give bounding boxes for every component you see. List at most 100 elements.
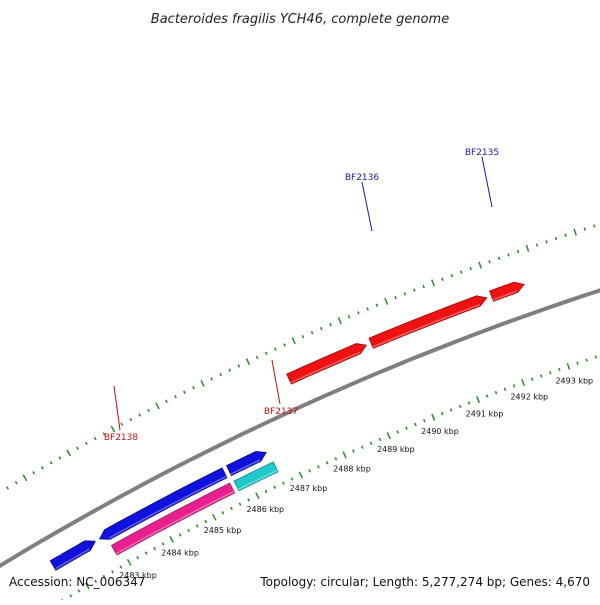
inner-tick-major: [155, 402, 160, 410]
outer-tick-minor: [111, 570, 114, 574]
accession-text: Accession: NC_006347: [9, 575, 145, 589]
gene-label-bf2136: BF2136: [345, 173, 380, 232]
inner-tick-minor: [564, 233, 567, 238]
outer-tick-minor: [161, 542, 165, 546]
outer-tick-minor: [144, 551, 148, 555]
inner-tick-minor: [469, 266, 472, 271]
inner-tick-minor: [40, 466, 44, 470]
inner-tick-minor: [102, 432, 106, 436]
outer-tick-major: [476, 395, 480, 404]
gene-label-bf2137-leader: [271, 359, 281, 405]
scale-label: 2487 kbp: [290, 484, 328, 493]
gene-label-bf2136-text: BF2136: [345, 173, 380, 183]
inner-tick-minor: [165, 399, 168, 403]
outer-tick-minor: [153, 546, 157, 551]
inner-tick-major: [384, 297, 389, 305]
outer-tick-major: [298, 471, 304, 479]
inner-tick-minor: [93, 436, 97, 441]
inner-tick-minor: [507, 253, 510, 257]
outer-tick-minor: [94, 579, 98, 583]
inner-tick-minor: [183, 390, 186, 394]
gene-feature-r-red-3: [489, 281, 525, 302]
gene-arrow-r-red-1: [286, 343, 368, 385]
outer-tick-minor: [585, 358, 588, 362]
inner-tick-minor: [120, 422, 124, 427]
gene-arrow-r-red-2: [368, 295, 488, 349]
gene-arrow-highlight-f-cyan: [237, 469, 278, 491]
inner-tick-minor: [319, 326, 323, 331]
inner-tick-major: [431, 279, 435, 287]
gene-label-bf2138-leader: [113, 385, 121, 431]
inner-tick-minor: [14, 481, 18, 485]
outer-tick-minor: [187, 528, 191, 533]
inner-tick-major: [291, 337, 296, 345]
gene-label-bf2137-text: BF2137: [264, 407, 298, 417]
outer-tick-minor: [77, 589, 81, 593]
gene-label-bf2138: BF2138: [104, 385, 138, 443]
outer-tick-minor: [405, 426, 408, 430]
gene-arrow-r-red-3: [489, 281, 525, 302]
outer-tick-minor: [530, 377, 534, 381]
outer-tick-minor: [282, 481, 285, 485]
outer-tick-minor: [325, 461, 329, 465]
gene-arrow-highlight-f-blue-2: [108, 475, 227, 539]
inner-tick-minor: [459, 270, 463, 274]
gene-features: [49, 281, 525, 571]
gene-feature-r-red-2: [368, 295, 488, 349]
outer-tick-minor: [334, 457, 338, 461]
inner-tick-major: [245, 358, 251, 366]
inner-tick-minor: [6, 486, 9, 490]
inner-tick-minor: [237, 364, 241, 368]
outer-tick-minor: [549, 371, 552, 375]
outer-tick-minor: [352, 449, 355, 453]
scale-label: 2484 kbp: [161, 548, 199, 557]
outer-tick-minor: [204, 519, 208, 524]
inner-tick-minor: [138, 413, 142, 417]
gene-feature-f-cyan: [233, 461, 279, 492]
inner-tick-minor: [147, 408, 150, 413]
inner-tick-minor: [441, 277, 444, 281]
inner-tick-minor: [301, 334, 305, 339]
inner-tick-minor: [375, 303, 379, 307]
outer-tick-major: [386, 432, 391, 440]
inner-tick-minor: [545, 240, 548, 244]
gene-label-bf2137: BF2137: [264, 359, 298, 417]
gene-arrow-highlight-r-red-3: [492, 290, 518, 301]
inner-scale-ticks: [0, 224, 596, 495]
outer-tick-minor: [467, 401, 471, 405]
outer-tick-minor: [369, 441, 373, 445]
outer-tick-minor: [378, 437, 382, 442]
gene-arrow-highlight-r-red-1: [290, 351, 361, 384]
scale-label: 2490 kbp: [421, 427, 459, 436]
inner-tick-major: [22, 474, 28, 482]
scale-label: 2491 kbp: [466, 409, 504, 418]
gene-feature-f-blue-1: [225, 450, 267, 477]
inner-tick-minor: [583, 227, 586, 231]
outer-tick-minor: [458, 404, 462, 409]
inner-tick-minor: [497, 256, 501, 260]
inner-tick-minor: [488, 260, 491, 264]
outer-tick-minor: [264, 489, 268, 494]
inner-tick-minor: [366, 307, 369, 311]
outer-tick-minor: [360, 445, 364, 449]
gene-feature-f-pink: [110, 482, 236, 556]
outer-tick-minor: [423, 419, 426, 423]
outer-tick-minor: [576, 361, 579, 365]
outer-tick-minor: [485, 394, 489, 398]
outer-tick-major: [566, 362, 571, 370]
inner-tick-minor: [84, 441, 88, 446]
outer-tick-minor: [136, 556, 140, 560]
outer-tick-major: [169, 535, 174, 543]
outer-tick-minor: [512, 384, 516, 388]
inner-tick-minor: [283, 343, 286, 347]
inner-tick-minor: [593, 224, 596, 228]
inner-tick-minor: [174, 395, 177, 399]
outer-tick-major: [342, 451, 347, 459]
scale-label: 2489 kbp: [377, 445, 415, 454]
outer-tick-minor: [316, 465, 320, 469]
inner-tick-minor: [347, 315, 351, 319]
inner-tick-minor: [58, 456, 62, 460]
gene-arrow-f-cyan: [233, 461, 279, 492]
outer-tick-minor: [440, 411, 444, 416]
